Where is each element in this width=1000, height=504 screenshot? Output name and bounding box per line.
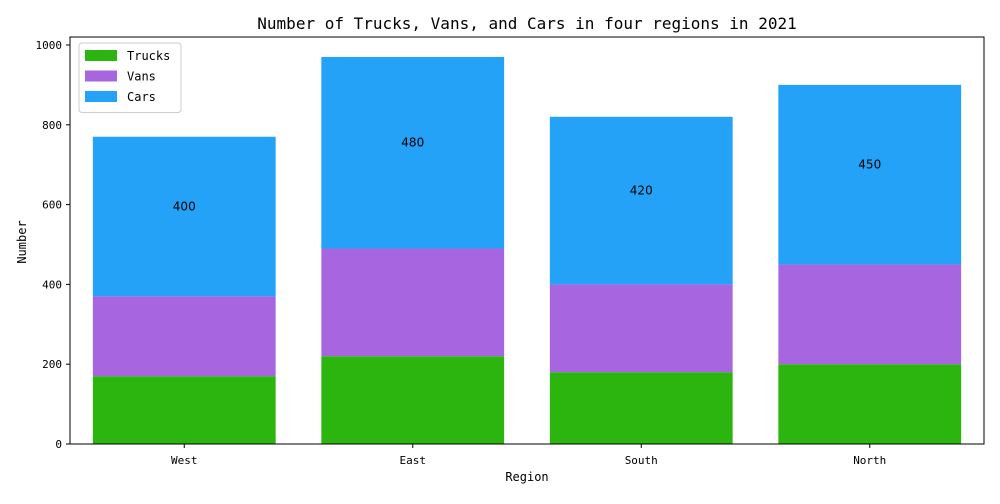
bar-cars-west	[92, 136, 276, 297]
bar-vans-north	[778, 264, 962, 365]
chart-title: Number of Trucks, Vans, and Cars in four…	[257, 14, 796, 33]
bar-trucks-south	[549, 372, 733, 444]
y-tick-label-800: 800	[42, 119, 62, 132]
bar-vans-west	[92, 296, 276, 377]
data-label-south: 420	[630, 184, 653, 198]
y-tick-label-200: 200	[42, 358, 62, 371]
y-tick-label-0: 0	[55, 438, 62, 451]
y-tick-label-1000: 1000	[36, 39, 63, 52]
plot-frame	[69, 36, 985, 445]
x-tick-label-south: South	[625, 454, 658, 467]
x-tick-label-north: North	[853, 454, 886, 467]
axes-layer: West East South North 0 200 400 600 800 1000	[36, 39, 887, 467]
legend-label-cars: Cars	[127, 90, 156, 104]
bar-cars-north	[778, 84, 962, 265]
bar-trucks-east	[321, 356, 505, 444]
data-label-east: 480	[401, 136, 424, 150]
x-tick-label-west: West	[171, 454, 198, 467]
bar-cars-south	[549, 116, 733, 285]
bar-vans-east	[321, 248, 505, 357]
data-label-north: 450	[858, 158, 881, 172]
legend-swatch-vans	[85, 70, 117, 82]
data-label-west: 400	[173, 200, 196, 214]
legend-label-vans: Vans	[127, 70, 156, 84]
x-axis-label: Region	[505, 470, 548, 484]
y-tick-label-600: 600	[42, 199, 62, 212]
y-axis-label: Number	[15, 220, 29, 263]
bar-trucks-north	[778, 364, 962, 444]
legend: Trucks Vans Cars	[78, 42, 182, 113]
y-tick-label-400: 400	[42, 278, 62, 291]
x-tick-label-east: East	[400, 454, 427, 467]
bar-cars-east	[321, 56, 505, 249]
legend-swatch-trucks	[85, 50, 117, 61]
legend-swatch-cars	[85, 91, 117, 102]
data-labels-layer: 400 480 420 450	[173, 136, 881, 214]
bars-layer	[92, 56, 962, 444]
bar-trucks-west	[92, 376, 276, 444]
bar-vans-south	[549, 284, 733, 373]
legend-label-trucks: Trucks	[127, 49, 170, 63]
